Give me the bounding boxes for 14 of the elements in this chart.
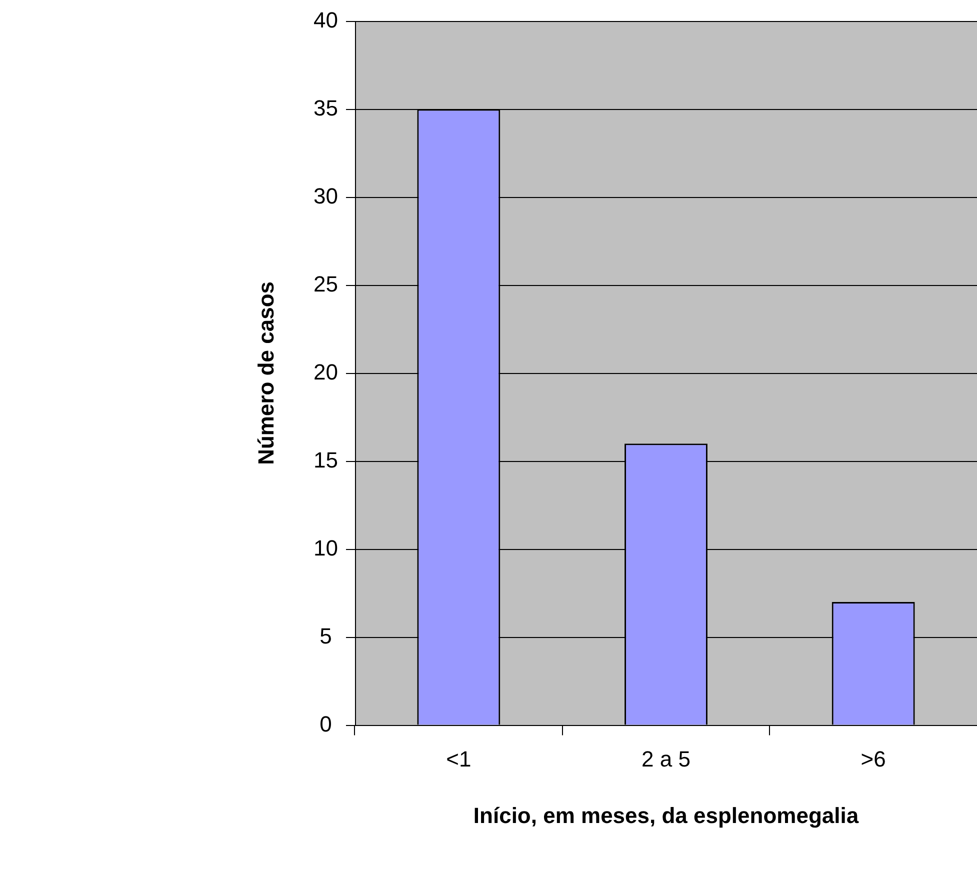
y-tick-label: 30 [314,183,338,208]
y-tick-label: 35 [314,95,338,120]
x-tick-label: >6 [860,746,886,772]
y-tick-label: 20 [314,359,338,384]
y-tick-label: 10 [314,535,338,560]
x-tick-label: 2 a 5 [642,746,690,772]
y-tick-label: 40 [314,7,338,32]
x-tick-label: <1 [446,746,472,772]
y-tick-label: 25 [314,271,338,296]
y-tick-label: 0 [320,711,332,736]
y-tick-label: 5 [320,623,332,648]
y-tick-label: 15 [314,447,338,472]
y-axis-title: Número de casos [253,281,278,465]
x-axis-title: Início, em meses, da esplenomegalia [473,802,860,828]
